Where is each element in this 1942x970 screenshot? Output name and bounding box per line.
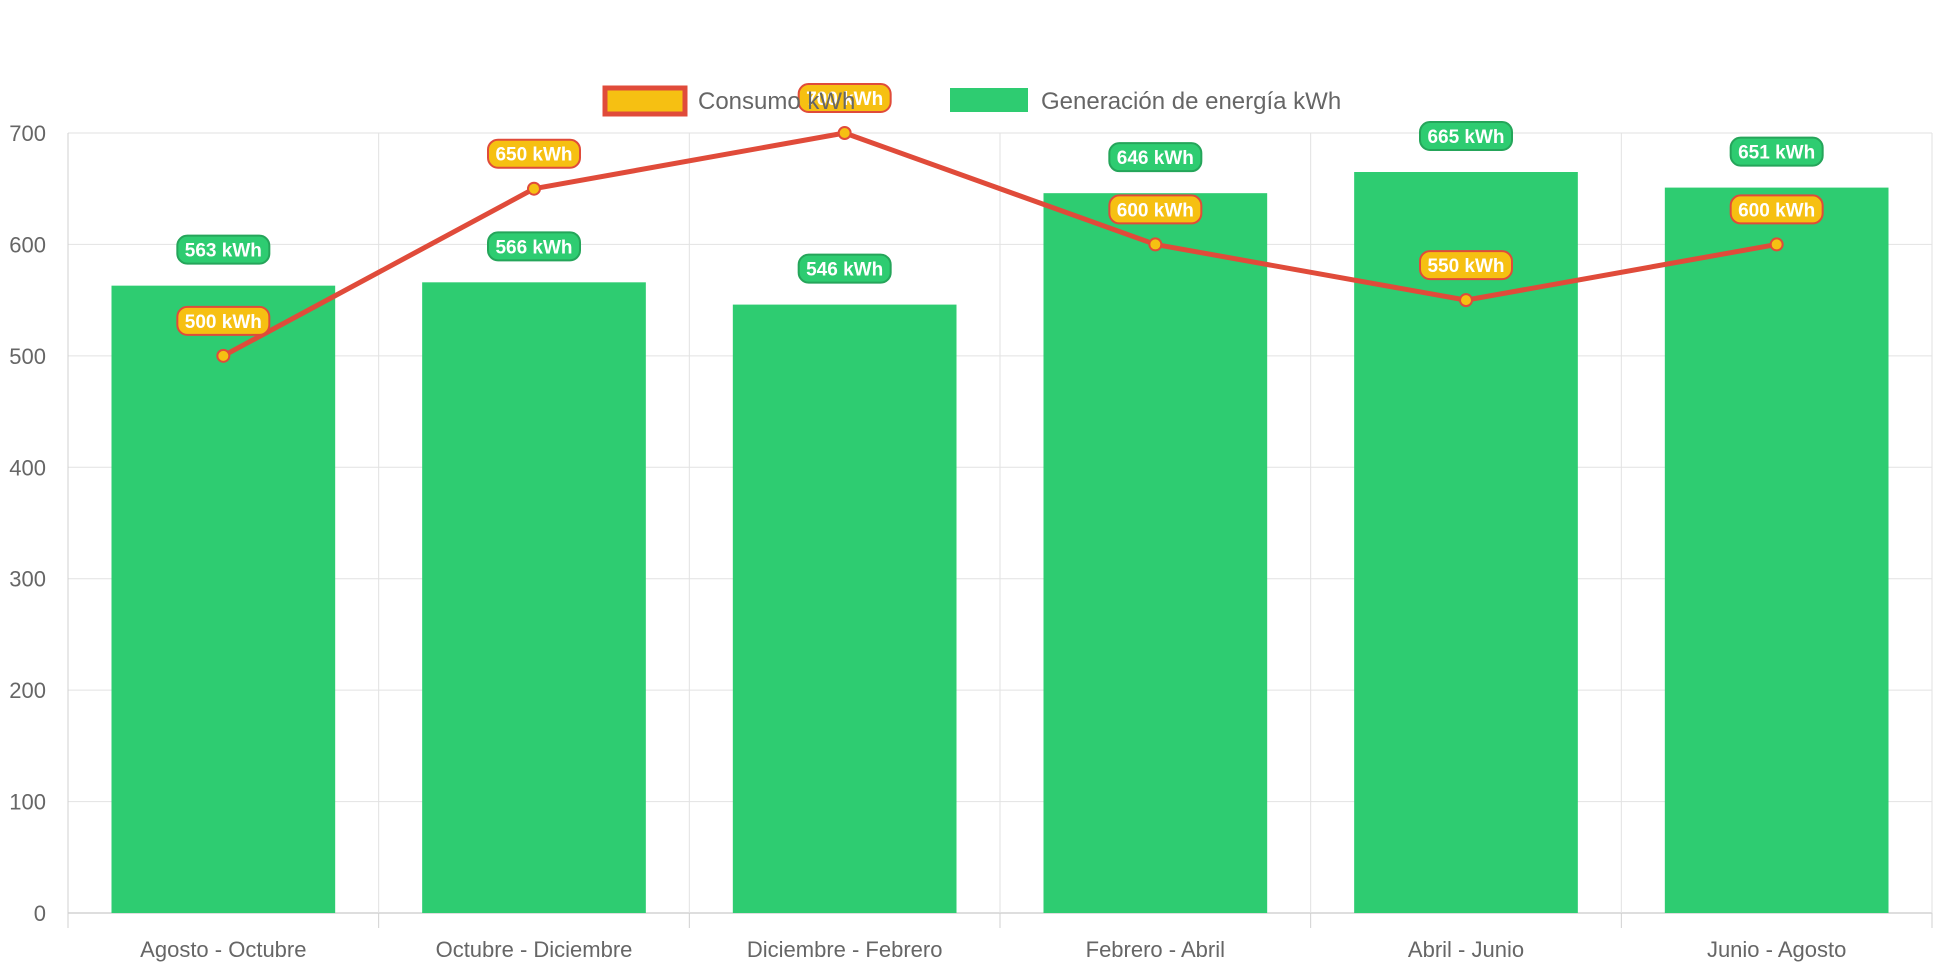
line-value-label-bg — [797, 83, 892, 113]
line-point — [1769, 237, 1784, 252]
line-point — [1148, 237, 1163, 252]
bar-value-label-bg — [1419, 121, 1513, 151]
y-tick-label: 600 — [9, 232, 46, 257]
line-point — [837, 126, 852, 140]
bar-value-label-bg — [176, 234, 271, 265]
y-tick-label: 700 — [9, 121, 46, 146]
line-point — [527, 181, 541, 196]
line-value-label-bg — [1419, 250, 1513, 281]
line-value-label: 600 kWh — [1117, 200, 1194, 221]
line-value-label: 500 kWh — [185, 312, 262, 333]
bar-series — [111, 172, 1889, 914]
bar-value-label: 651 kWh — [1738, 143, 1815, 164]
bar-value-label-bg — [1729, 136, 1824, 167]
axes: 0 100 200 300 400 500 600 700 Agosto - Octubre Oc… — [9, 121, 1933, 962]
line-value-label: 650 kWh — [495, 145, 572, 166]
x-tick-label: Febrero - Abril — [1086, 937, 1225, 962]
y-tick-label: 300 — [9, 567, 46, 592]
data-labels: 563 kWh 566 kWh 546 kWh 646 kWh 665 kWh 651 k… — [176, 83, 1824, 336]
x-tick-label: Octubre - Diciembre — [436, 937, 633, 962]
bar — [422, 282, 646, 913]
y-tick-label: 100 — [9, 790, 46, 815]
line-value-label-bg — [1108, 194, 1203, 225]
legend-label-consumption: Consumo kWh — [698, 88, 855, 115]
bar-value-label-bg — [797, 253, 892, 284]
bar-value-label: 563 kWh — [185, 241, 262, 262]
bar — [732, 304, 957, 914]
line-value-label: 700 kWh — [806, 89, 883, 110]
x-tick-label: Diciembre - Febrero — [747, 937, 943, 962]
bar — [111, 285, 336, 914]
bar — [1354, 172, 1578, 913]
y-tick-label: 0 — [34, 901, 46, 926]
grid-lines — [67, 132, 1933, 914]
bar-value-label: 566 kWh — [495, 237, 572, 258]
consumption-line — [222, 130, 1778, 359]
line-value-label-bg — [487, 138, 581, 169]
y-tick-label: 200 — [9, 678, 46, 703]
bar-value-label: 646 kWh — [1117, 148, 1194, 169]
line-value-label-bg — [176, 305, 271, 336]
line-series — [216, 126, 1784, 363]
legend-swatch-consumption — [602, 85, 688, 117]
line-point — [1459, 293, 1473, 308]
bar-value-label: 546 kWh — [806, 260, 883, 281]
y-tick-label: 500 — [9, 344, 46, 369]
legend[interactable]: Consumo kWh Generación de energía kWh — [602, 85, 1341, 117]
line-point — [216, 348, 231, 363]
x-tick-label: Junio - Agosto — [1707, 937, 1846, 962]
legend-swatch-generation — [950, 88, 1028, 112]
bar-value-label: 665 kWh — [1427, 127, 1504, 148]
bar-value-label-bg — [1108, 142, 1203, 173]
line-value-label: 600 kWh — [1738, 200, 1815, 221]
bar-value-label-bg — [487, 231, 581, 262]
x-tick-label: Abril - Junio — [1408, 937, 1524, 962]
bar — [1043, 193, 1268, 913]
y-tick-label: 400 — [9, 455, 46, 480]
line-value-label-bg — [1729, 194, 1824, 225]
x-tick-label: Agosto - Octubre — [140, 937, 306, 962]
line-value-label: 550 kWh — [1427, 256, 1504, 277]
bar — [1664, 187, 1889, 914]
legend-label-generation: Generación de energía kWh — [1041, 88, 1341, 115]
